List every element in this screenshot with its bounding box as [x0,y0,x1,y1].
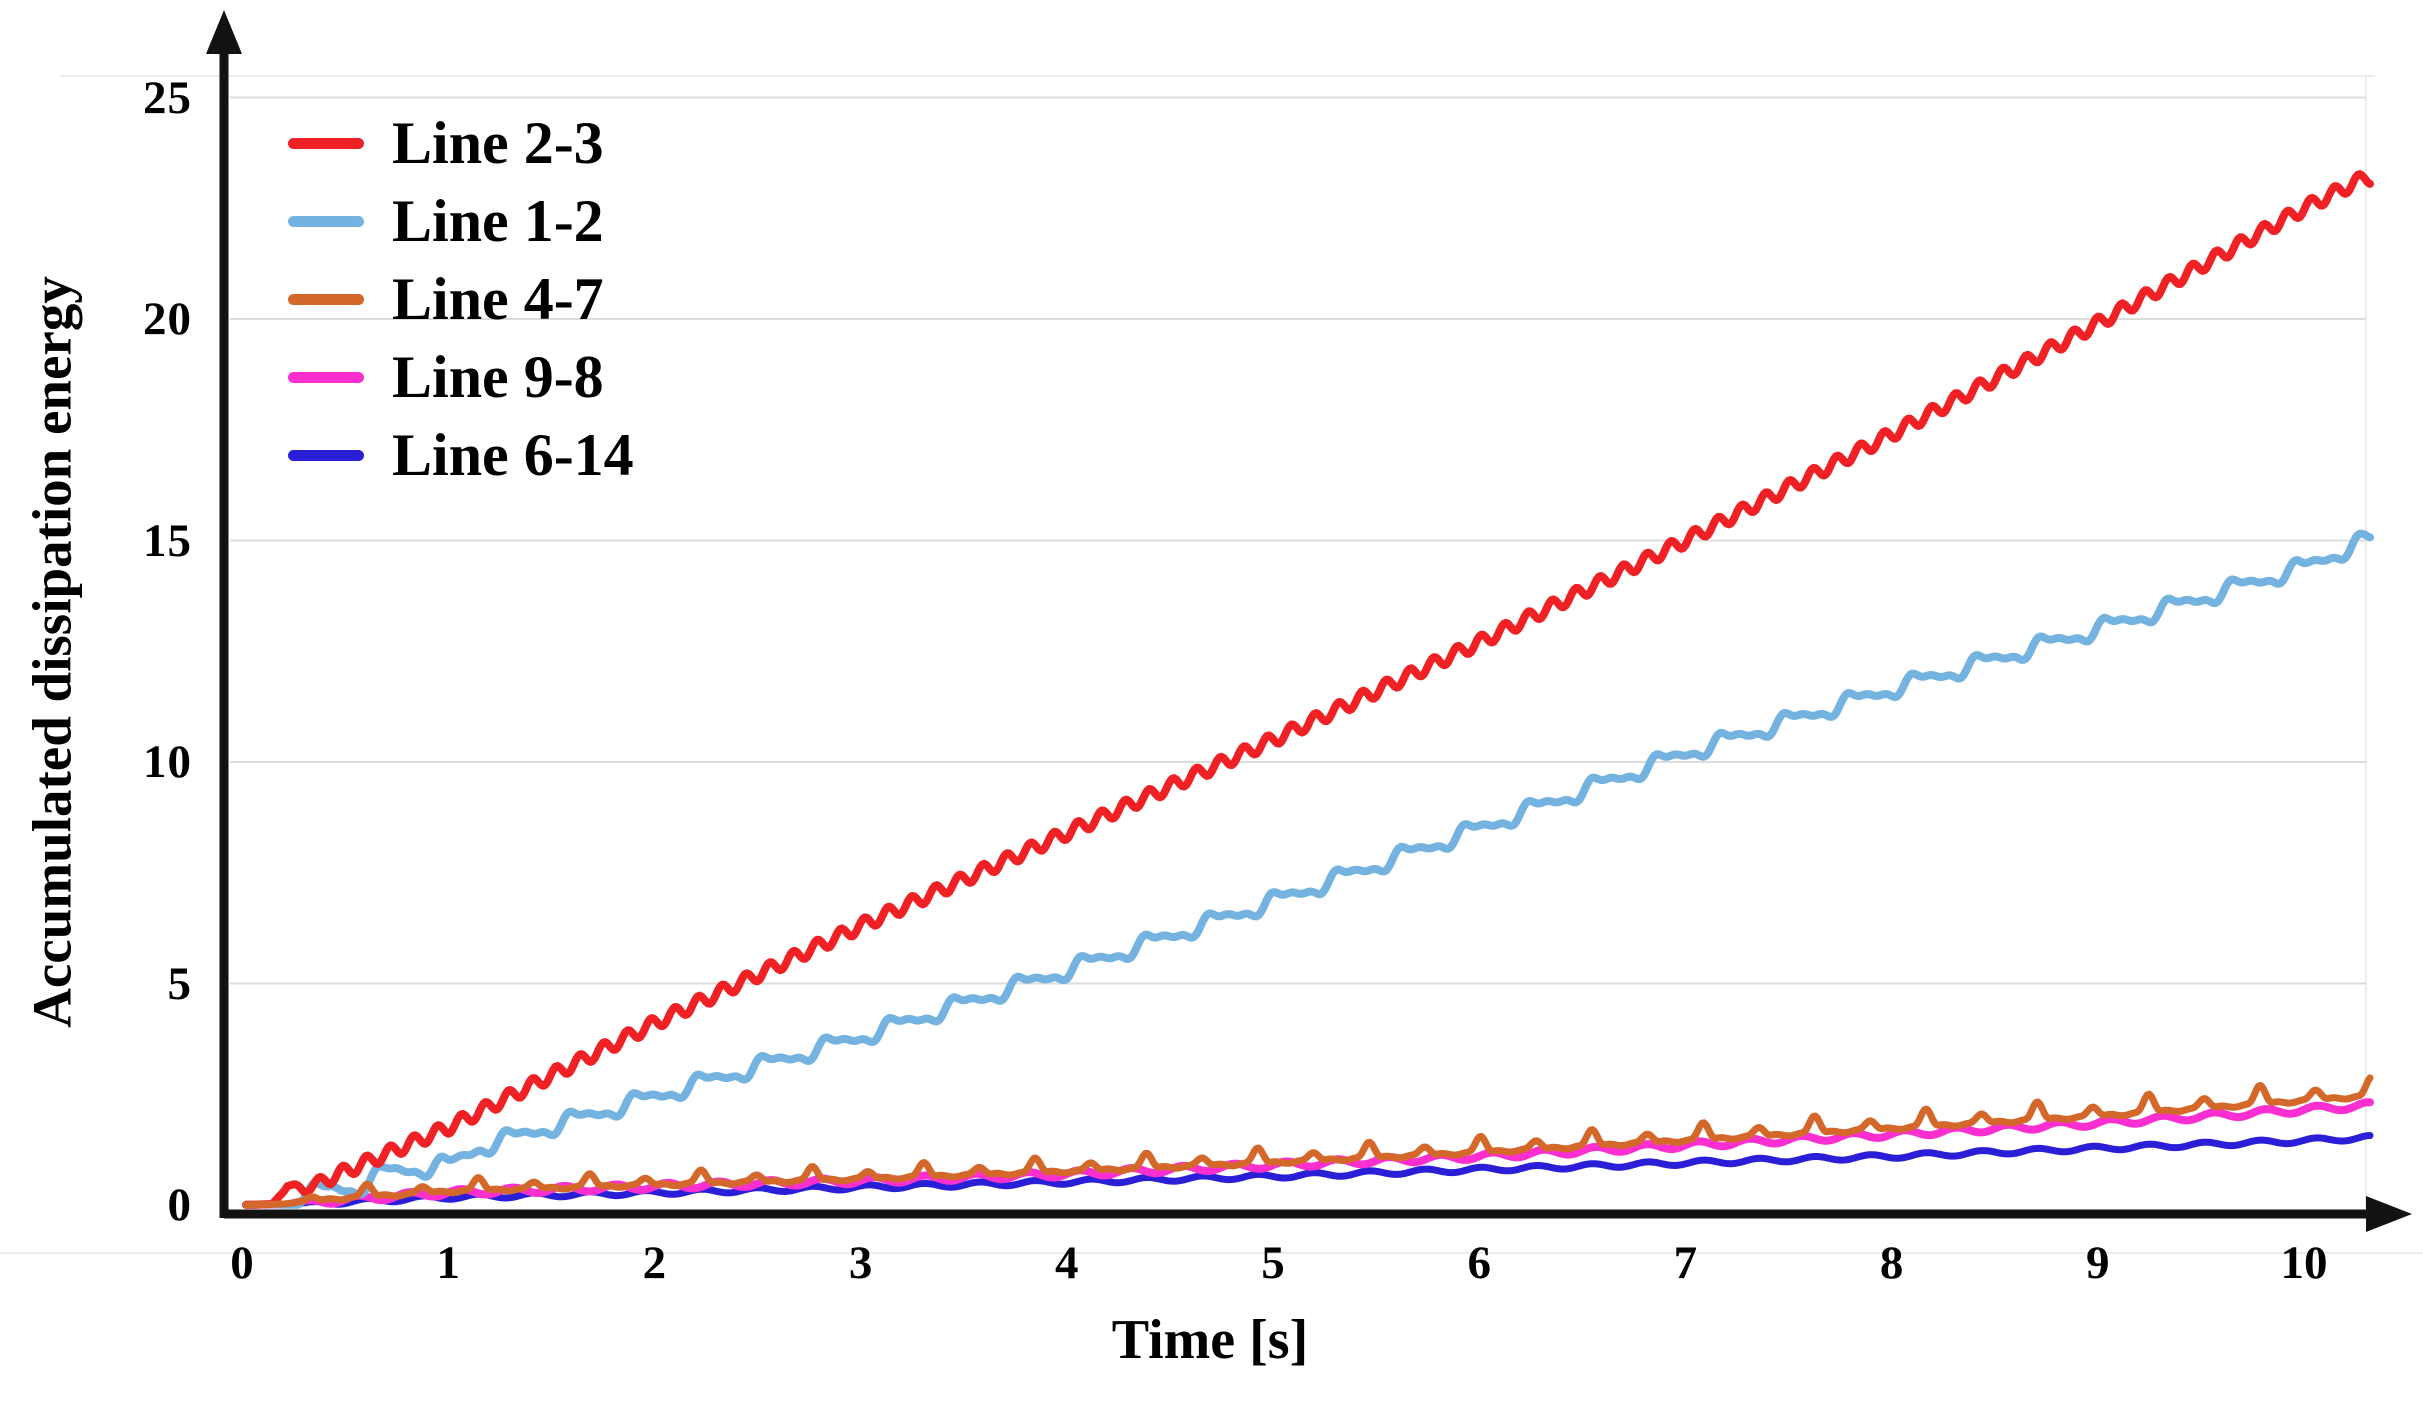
series-line-1-2 [242,529,2374,1209]
x-tick: 5 [1261,1237,1285,1289]
legend: Line 2-3 Line 1-2 Line 4-7 Line 9-8 Line… [288,104,634,494]
legend-label: Line 2-3 [392,109,604,176]
x-tick: 10 [2280,1237,2328,1289]
x-axis-title: Time [s] [1111,1309,1309,1371]
y-tick: 0 [167,1179,192,1231]
series-line-4-7 [242,1074,2374,1209]
x-tick: 0 [230,1237,254,1289]
x-tick: 8 [1879,1237,1904,1289]
x-tick: 9 [2086,1237,2110,1289]
y-tick: 15 [143,514,192,567]
legend-swatch-line-9-8 [288,371,364,383]
legend-swatch-line-2-3 [288,137,364,149]
legend-item: Line 1-2 [288,182,634,260]
legend-label: Line 6-14 [392,421,634,488]
y-axis-title: Accumulated dissipation energy [21,276,83,1028]
x-tick: 1 [436,1237,460,1289]
y-tick: 25 [143,71,192,124]
series-line-2-3 [242,170,2374,1209]
legend-swatch-line-4-7 [288,293,364,305]
legend-item: Line 9-8 [288,338,634,416]
y-tick: 5 [167,957,192,1010]
legend-label: Line 4-7 [392,265,604,332]
y-tick: 20 [143,293,192,345]
x-tick: 7 [1673,1237,1698,1289]
legend-label: Line 1-2 [392,187,604,254]
legend-swatch-line-6-14 [288,449,364,461]
x-tick: 2 [642,1237,667,1289]
legend-item: Line 6-14 [288,416,634,494]
x-tick: 6 [1467,1237,1491,1289]
legend-item: Line 2-3 [288,104,634,182]
legend-item: Line 4-7 [288,260,634,338]
legend-label: Line 9-8 [392,343,604,410]
legend-swatch-line-1-2 [288,215,364,227]
x-tick: 3 [848,1237,873,1289]
y-tick: 10 [143,736,192,788]
x-tick: 4 [1055,1237,1079,1289]
